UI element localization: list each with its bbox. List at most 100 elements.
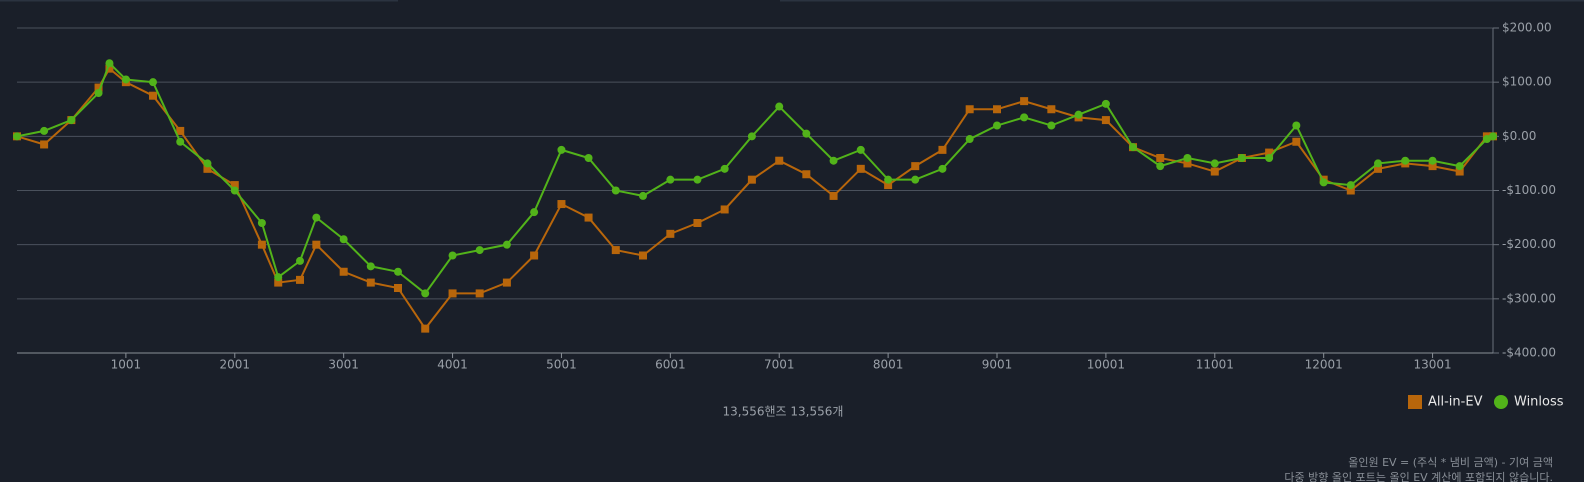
marker <box>1292 121 1301 130</box>
x-tick-label: 5001 <box>546 358 577 372</box>
marker <box>1455 167 1464 176</box>
marker <box>274 273 283 282</box>
marker <box>1319 178 1328 187</box>
x-tick-label: 7001 <box>764 358 795 372</box>
x-tick-label: 3001 <box>328 358 359 372</box>
marker <box>1210 159 1219 168</box>
marker <box>666 229 675 238</box>
marker <box>720 205 729 214</box>
marker <box>1101 116 1110 125</box>
marker <box>829 156 838 165</box>
x-tick-label: 2001 <box>220 358 251 372</box>
marker <box>13 132 21 141</box>
marker <box>475 246 484 255</box>
marker <box>203 159 212 168</box>
note: 다중 방향 올인 포트는 올인 EV 계산에 포함되지 않습니다. <box>1284 471 1553 482</box>
marker <box>1428 162 1437 171</box>
y-tick-label: $0.00 <box>1502 129 1536 143</box>
marker <box>312 213 321 222</box>
marker <box>94 83 103 92</box>
marker <box>339 235 348 244</box>
marker <box>366 262 375 271</box>
note: 올인원 EV = (주식 * 냄비 금액) - 기여 금액 <box>1348 456 1553 469</box>
marker <box>40 140 49 149</box>
marker <box>1455 162 1464 171</box>
marker <box>639 191 648 200</box>
x-tick-label: 10001 <box>1087 358 1125 372</box>
marker <box>149 91 158 100</box>
marker <box>1374 159 1383 168</box>
marker <box>666 175 675 184</box>
marker <box>40 126 49 135</box>
marker <box>394 284 403 292</box>
marker <box>1346 181 1355 190</box>
marker <box>1129 143 1138 152</box>
marker <box>993 121 1002 130</box>
marker <box>1020 97 1029 106</box>
marker <box>94 89 103 97</box>
y-tick-label: -$100.00 <box>1502 183 1556 197</box>
marker <box>530 251 539 260</box>
marker <box>829 191 838 200</box>
marker <box>1346 186 1355 195</box>
marker <box>502 278 511 287</box>
marker <box>1156 162 1165 171</box>
marker <box>911 162 920 171</box>
marker <box>296 256 305 265</box>
marker <box>1482 135 1491 144</box>
y-tick-label: $100.00 <box>1502 75 1552 89</box>
marker <box>1374 164 1383 173</box>
marker <box>1428 156 1437 165</box>
marker <box>965 135 974 144</box>
x-tick-label: 4001 <box>437 358 468 372</box>
y-tick-label: -$200.00 <box>1502 237 1556 251</box>
x-tick-label: 11001 <box>1196 358 1234 372</box>
marker <box>121 75 130 84</box>
marker <box>274 278 283 287</box>
marker <box>67 116 76 125</box>
marker <box>611 186 620 195</box>
marker <box>1183 159 1192 168</box>
marker <box>884 175 893 184</box>
series-line <box>16 61 1494 295</box>
marker <box>584 213 593 222</box>
marker <box>105 64 114 73</box>
marker <box>149 78 158 87</box>
marker <box>884 181 893 190</box>
y-tick-label: -$300.00 <box>1502 291 1556 305</box>
marker <box>747 175 756 184</box>
marker <box>911 175 920 184</box>
x-tick-label: 8001 <box>873 358 904 372</box>
marker <box>230 181 239 190</box>
y-tick-label: $200.00 <box>1502 21 1552 35</box>
marker <box>693 219 702 227</box>
marker <box>502 240 511 249</box>
marker <box>1292 137 1301 146</box>
y-tick-label: -$400.00 <box>1502 346 1556 360</box>
marker <box>938 164 947 173</box>
legend-label: Winloss <box>1514 395 1564 410</box>
marker <box>176 126 185 135</box>
marker <box>1265 154 1274 162</box>
marker <box>475 289 484 298</box>
marker <box>1074 110 1083 119</box>
marker <box>775 156 784 165</box>
marker <box>257 219 266 227</box>
footer: 13,556핸즈 13,556개 <box>723 404 844 419</box>
marker <box>230 186 239 195</box>
marker <box>421 324 430 333</box>
marker <box>421 289 430 298</box>
marker <box>965 105 974 114</box>
marker <box>1047 121 1056 130</box>
marker <box>993 105 1002 114</box>
marker <box>448 289 457 298</box>
marker <box>530 208 539 217</box>
series-line <box>16 67 1493 331</box>
marker <box>856 145 865 154</box>
marker <box>856 164 865 173</box>
x-tick-label: 12001 <box>1305 358 1343 372</box>
marker <box>1047 105 1056 114</box>
marker <box>448 251 457 260</box>
marker <box>1183 154 1192 162</box>
